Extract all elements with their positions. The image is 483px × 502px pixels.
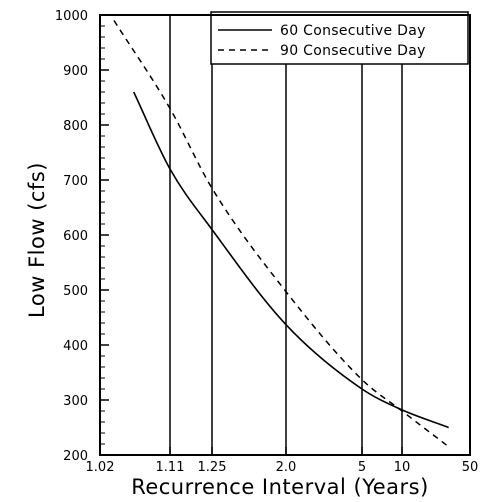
x-tick-label-5: 5 (358, 460, 366, 475)
ticks: 200 300 400 500 600 700 800 900 1000 1.02 1.11 1.25… (55, 9, 478, 475)
y-tick-label-900: 900 (63, 64, 88, 79)
series-line-90-day (113, 20, 450, 448)
plot-frame (99, 14, 471, 456)
legend-label-60-day: 60 Consecutive Day (280, 23, 426, 39)
y-tick-label-1000: 1000 (55, 9, 88, 24)
x-tick-label-10: 10 (394, 460, 411, 475)
axes (99, 14, 471, 456)
series-layer (113, 20, 450, 448)
y-tick-label-400: 400 (63, 339, 88, 354)
grid-layer (169, 15, 403, 455)
x-tick-label-1_02: 1.02 (86, 460, 115, 475)
x-axis-title: Recurrence Interval (Years) (131, 475, 429, 499)
x-tick-label-1_25: 1.25 (198, 460, 227, 475)
legend-box (210, 11, 469, 65)
y-tick-label-500: 500 (63, 284, 88, 299)
y-axis-title: Low Flow (cfs) (25, 162, 49, 318)
x-tick-label-2_0: 2.0 (276, 460, 297, 475)
legend-label-90-day: 90 Consecutive Day (280, 43, 426, 59)
x-tick-label-50: 50 (462, 460, 479, 475)
y-tick-label-300: 300 (63, 394, 88, 409)
y-tick-label-700: 700 (63, 174, 88, 189)
y-tick-label-200: 200 (63, 449, 88, 464)
x-tick-label-1_11: 1.11 (156, 460, 185, 475)
legend: 60 Consecutive Day 90 Consecutive Day (210, 11, 469, 65)
y-tick-label-600: 600 (63, 229, 88, 244)
y-tick-label-800: 800 (63, 119, 88, 134)
